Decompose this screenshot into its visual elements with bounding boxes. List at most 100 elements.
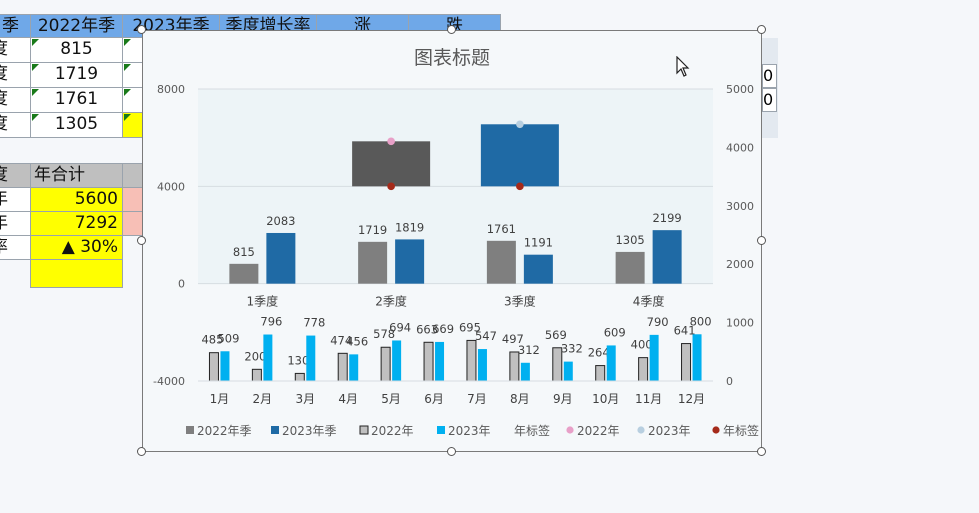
month-category-label: 6月	[424, 392, 444, 406]
quarter-bar	[486, 240, 516, 284]
month-category-label: 11月	[635, 392, 662, 406]
resize-handle-bottom-middle[interactable]	[447, 447, 456, 456]
cell-2023-q2[interactable]	[122, 62, 144, 88]
quarter-data-label: 1305	[615, 233, 644, 247]
month-bar	[251, 368, 262, 382]
right-axis-tick-label: 5000	[726, 83, 754, 96]
row-label-q1[interactable]: 度	[0, 37, 31, 63]
resize-handle-top-right[interactable]	[757, 25, 766, 34]
header-cell-2022[interactable]: 2022年季	[30, 14, 123, 38]
month-bar	[466, 339, 477, 382]
legend-dot	[712, 426, 720, 434]
month-category-label: 10月	[592, 392, 619, 406]
month-bar	[692, 334, 702, 381]
cell-2022-q4[interactable]: 1305	[30, 112, 123, 138]
month-data-label: 778	[303, 316, 325, 330]
month-category-label: 3月	[295, 392, 315, 406]
cell-2023-q1[interactable]	[122, 37, 144, 63]
summary-row-2022-label[interactable]: 年	[0, 187, 31, 212]
right-cell-2[interactable]: 0	[762, 88, 777, 112]
month-data-label: 400	[631, 338, 653, 352]
cell-2022-q3[interactable]: 1761	[30, 87, 123, 113]
month-category-label: 8月	[510, 392, 530, 406]
cell-2023-q3[interactable]	[122, 87, 144, 113]
right-axis-tick-label: 1000	[726, 317, 754, 330]
cell-2022-q1[interactable]: 815	[30, 37, 123, 63]
summary-header-total[interactable]: 年合计	[30, 163, 123, 188]
month-bar	[606, 345, 616, 381]
summary-row-rate-label[interactable]: 率	[0, 235, 31, 260]
month-bar	[595, 365, 606, 382]
month-data-label: 456	[346, 334, 368, 348]
resize-handle-top-left[interactable]	[137, 25, 146, 34]
summary-row-2023-value[interactable]: 7292	[30, 211, 123, 236]
error-indicator-icon	[124, 39, 131, 46]
right-axis-tick-label: 3000	[726, 200, 754, 213]
left-axis-tick-label: 8000	[157, 83, 185, 96]
month-data-label: 569	[545, 328, 567, 342]
legend-label: 2022年	[371, 424, 414, 438]
summary-row-2022-value[interactable]: 5600	[30, 187, 123, 212]
month-data-label: 497	[502, 332, 524, 346]
summary-header-extra[interactable]	[122, 163, 144, 188]
quarter-category-label: 2季度	[375, 294, 407, 309]
error-indicator-icon	[124, 64, 131, 71]
month-data-label: 130	[287, 353, 309, 367]
quarter-category-label: 3季度	[504, 294, 536, 309]
month-bar	[263, 334, 273, 381]
legend-swatch	[359, 425, 369, 435]
legend-swatch	[271, 426, 279, 434]
chart-plot: 8000 4000 0 -4000 5000 4000 3000 2000 1000 0 815 20…	[153, 83, 759, 438]
resize-handle-bottom-right[interactable]	[757, 447, 766, 456]
month-data-label: 663	[416, 322, 438, 336]
right-axis-tick-label: 2000	[726, 258, 754, 271]
mouse-pointer-icon	[676, 56, 690, 77]
quarter-category-label: 4季度	[633, 294, 665, 309]
row-label-q2[interactable]: 度	[0, 62, 31, 88]
left-axis-tick-label: 4000	[157, 180, 185, 193]
legend-label: 2023年	[448, 424, 491, 438]
cell-value: 815	[60, 39, 93, 59]
error-indicator-icon	[32, 114, 39, 121]
error-indicator-icon	[32, 64, 39, 71]
month-data-label: 641	[674, 324, 696, 338]
right-cell-1[interactable]: 0	[762, 64, 777, 88]
row-label-q4[interactable]: 度	[0, 112, 31, 138]
summary-row-rate-value[interactable]: ▲ 30%	[30, 235, 123, 260]
month-bar	[306, 335, 316, 381]
cell-value: 1719	[54, 64, 99, 84]
legend-label: 2023年季	[282, 424, 337, 438]
summary-row-empty[interactable]	[30, 259, 123, 288]
annual-label-marker	[387, 182, 395, 191]
month-data-label: 578	[373, 327, 395, 341]
left-axis-tick-label: -4000	[153, 375, 185, 388]
month-data-label: 312	[518, 343, 540, 357]
legend-label: 2022年季	[197, 424, 252, 438]
summary-header-label[interactable]: 度	[0, 163, 31, 188]
month-data-label: 200	[244, 349, 266, 363]
quarter-data-label: 2199	[652, 211, 681, 225]
annual-label-marker	[516, 182, 524, 191]
summary-row-2022-extra[interactable]	[122, 187, 144, 212]
quarter-data-label: 1761	[487, 222, 516, 236]
row-label-q3[interactable]: 度	[0, 87, 31, 113]
resize-handle-middle-left[interactable]	[137, 236, 146, 245]
right-axis-tick-label: 0	[726, 375, 733, 388]
month-bar	[435, 341, 445, 381]
resize-handle-middle-right[interactable]	[757, 236, 766, 245]
cell-2023-q4[interactable]	[122, 112, 144, 138]
cell-2022-q2[interactable]: 1719	[30, 62, 123, 88]
legend-dot	[637, 426, 645, 434]
annual-bar	[480, 124, 559, 187]
resize-handle-top-middle[interactable]	[447, 25, 456, 34]
month-bar	[681, 343, 692, 382]
summary-row-2023-label[interactable]: 年	[0, 211, 31, 236]
resize-handle-bottom-left[interactable]	[137, 447, 146, 456]
month-data-label: 609	[604, 325, 626, 339]
annual-bar	[352, 141, 431, 187]
chart-object[interactable]: 图表标题 8000 4000 0 -4000 5000 4000 3000 2000 1000 0…	[142, 30, 762, 452]
chart-title[interactable]: 图表标题	[413, 47, 490, 69]
summary-row-2023-extra[interactable]	[122, 211, 144, 236]
header-cell-season[interactable]: 季	[0, 14, 31, 38]
month-data-label: 485	[201, 333, 223, 347]
